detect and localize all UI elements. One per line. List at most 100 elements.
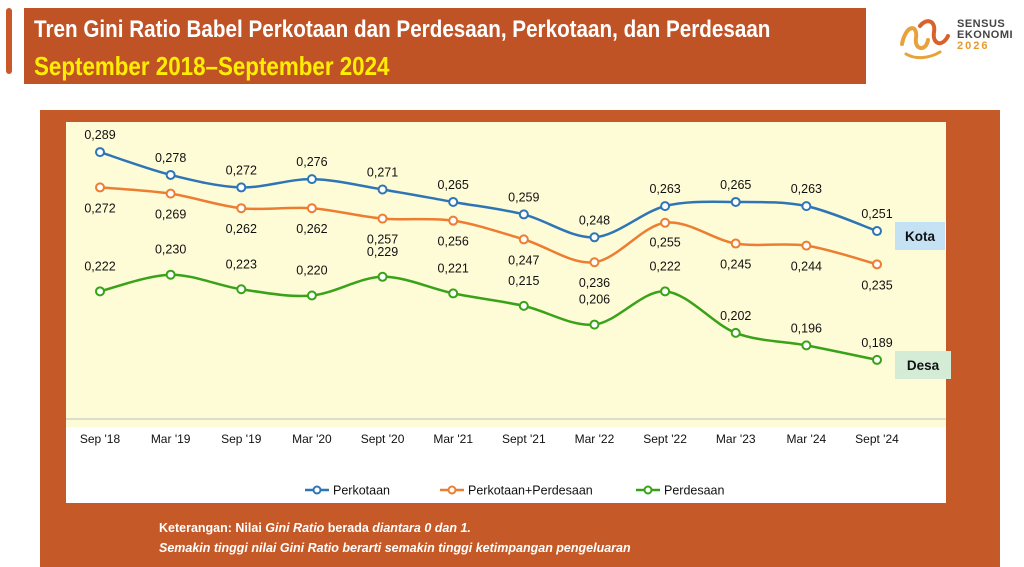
data-point <box>589 319 600 330</box>
legend-marker <box>643 485 653 495</box>
callout-label: Kota <box>905 229 935 244</box>
data-point <box>377 271 388 282</box>
data-label: 0,236 <box>579 276 610 290</box>
data-point <box>377 213 388 224</box>
note-line1: Keterangan: Nilai Gini Ratio berada dian… <box>159 518 631 538</box>
data-label: 0,289 <box>84 128 115 142</box>
data-label: 0,196 <box>791 321 822 335</box>
data-label: 0,215 <box>508 274 539 288</box>
x-tick-label: Mar '21 <box>433 432 473 446</box>
legend-marker <box>312 485 322 495</box>
data-point <box>660 201 671 212</box>
data-label: 0,248 <box>579 213 610 227</box>
data-label: 0,202 <box>720 309 751 323</box>
callout-box <box>895 222 945 250</box>
legend-label: Perdesaan <box>664 484 725 498</box>
data-point <box>236 182 247 193</box>
data-point <box>306 290 317 301</box>
logo-text: SENSUS EKONOMI 2026 <box>957 19 1013 52</box>
legend-label: Perkotaan <box>333 484 390 498</box>
note-prefix: Keterangan: Nilai <box>159 521 266 535</box>
data-label: 0,229 <box>367 245 398 259</box>
x-tick-label: Sep '19 <box>221 432 262 446</box>
series-line-perdesaan <box>99 273 878 362</box>
data-point <box>518 300 529 311</box>
data-label: 0,245 <box>720 258 751 272</box>
data-point <box>872 259 882 270</box>
x-tick-label: Sept '22 <box>643 432 687 446</box>
data-point <box>589 257 600 268</box>
data-point <box>448 215 459 226</box>
data-point <box>306 174 317 185</box>
page-subtitle: September 2018–September 2024 <box>34 51 390 81</box>
data-point <box>236 203 247 214</box>
x-tick-label: Mar '23 <box>716 432 756 446</box>
chart-note: Keterangan: Nilai Gini Ratio berada dian… <box>159 518 631 558</box>
data-point <box>95 182 105 193</box>
legend-marker <box>447 485 457 495</box>
data-label: 0,265 <box>720 178 751 192</box>
data-label: 0,255 <box>649 236 680 250</box>
x-tick-label: Mar '20 <box>292 432 332 446</box>
data-point <box>448 196 459 207</box>
data-label: 0,221 <box>438 261 469 275</box>
data-point <box>660 286 671 297</box>
data-label: 0,230 <box>155 243 186 257</box>
note-line2: Semakin tinggi nilai Gini Ratio berarti … <box>159 538 631 558</box>
data-label: 0,271 <box>367 165 398 179</box>
x-tick-label: Sept '24 <box>855 432 899 446</box>
data-point <box>589 232 600 243</box>
data-label: 0,251 <box>861 207 892 221</box>
accent-bar <box>6 8 12 74</box>
data-label: 0,276 <box>296 155 327 169</box>
series-line-perkotaan-perdesaan <box>99 186 878 266</box>
note-em1: Gini Ratio <box>265 521 325 535</box>
data-label: 0,235 <box>861 278 892 292</box>
data-point <box>518 209 529 220</box>
legend-area <box>66 427 946 503</box>
series-line-perkotaan <box>99 150 878 239</box>
data-label: 0,247 <box>508 253 539 267</box>
data-point <box>165 269 176 280</box>
data-label: 0,223 <box>226 257 257 271</box>
data-label: 0,272 <box>226 163 257 177</box>
data-point <box>730 238 741 249</box>
data-label: 0,222 <box>84 259 115 273</box>
callout-label: Desa <box>907 358 940 373</box>
data-label: 0,244 <box>791 260 822 274</box>
data-label: 0,272 <box>84 201 115 215</box>
logo-line2: EKONOMI <box>957 29 1014 41</box>
data-point <box>306 203 317 214</box>
data-label: 0,189 <box>861 336 892 350</box>
data-point <box>165 169 176 180</box>
x-tick-label: Mar '19 <box>151 432 191 446</box>
note-em2: diantara 0 dan 1. <box>372 521 471 535</box>
data-point <box>730 327 741 338</box>
data-point <box>95 286 105 297</box>
callout-box <box>895 351 951 379</box>
logo-line1: SENSUS <box>957 18 1006 30</box>
data-label: 0,269 <box>155 208 186 222</box>
data-label: 0,259 <box>508 190 539 204</box>
sensus-ekonomi-logo-icon <box>900 19 950 60</box>
data-point <box>801 201 812 212</box>
data-point <box>801 240 812 251</box>
data-point <box>660 217 671 228</box>
data-point <box>236 284 247 295</box>
logo-year: 2026 <box>957 40 990 52</box>
header-banner: Tren Gini Ratio Babel Perkotaan dan Perd… <box>24 8 866 84</box>
x-tick-label: Sep '18 <box>80 432 121 446</box>
data-point <box>872 354 882 365</box>
data-point <box>801 340 812 351</box>
data-label: 0,265 <box>438 178 469 192</box>
data-label: 0,257 <box>367 233 398 247</box>
legend-label: Perkotaan+Perdesaan <box>468 484 593 498</box>
data-point <box>518 234 529 245</box>
data-label: 0,256 <box>438 235 469 249</box>
data-point <box>377 184 388 195</box>
data-point <box>872 226 882 237</box>
plot-area <box>66 122 946 427</box>
data-point <box>730 196 741 207</box>
data-point <box>95 147 105 158</box>
x-tick-label: Mar '24 <box>787 432 827 446</box>
